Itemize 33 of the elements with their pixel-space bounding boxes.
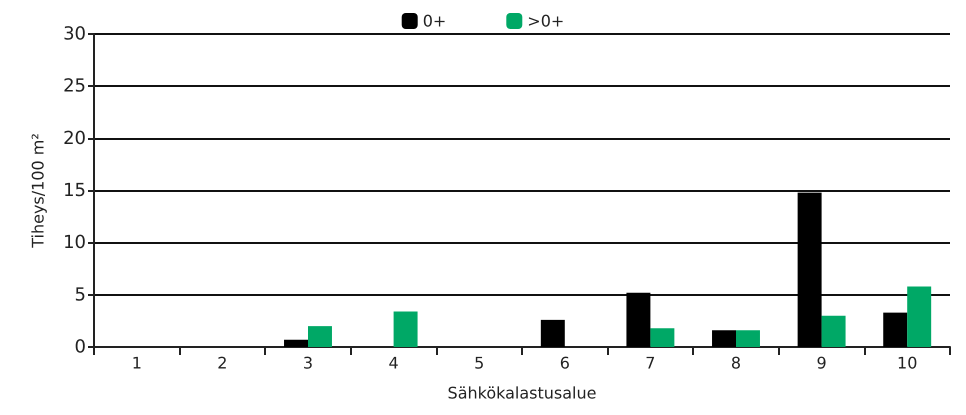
x-tick-label: 6 [560,354,570,372]
bar [712,330,736,347]
y-tick-label: 5 [74,284,86,306]
x-tick-label: 9 [816,354,827,372]
bar [540,320,565,347]
x-axis-title: Sähkökalastusalue [448,384,596,402]
bar [736,330,760,347]
bar [626,292,650,347]
x-tick-label: 3 [302,354,314,372]
x-tick-label: 7 [645,354,656,372]
bar [394,312,418,347]
y-tick-label: 15 [63,180,86,201]
y-axis-title: Tiheys/100 m² [28,133,48,249]
bar [308,326,332,347]
x-tick-label: 10 [897,354,918,372]
x-tick-label: 2 [217,354,228,372]
bar [822,316,846,347]
x-tick-label: 4 [388,354,399,372]
bar [883,312,908,347]
y-tick-label: 20 [63,128,86,149]
x-tick-label: 1 [132,354,142,372]
legend-label: 0+ [422,12,446,30]
y-tick-label: 10 [63,232,86,254]
x-tick-label: 8 [730,354,742,372]
bar [907,286,932,347]
y-tick-label: 0 [74,336,86,358]
bar [798,192,822,347]
x-tick-label: 5 [474,354,484,372]
y-tick-label: 30 [63,24,86,44]
bar [284,340,308,347]
bar [650,328,674,347]
legend-label: >0+ [527,12,564,30]
y-tick-label: 25 [63,76,86,97]
